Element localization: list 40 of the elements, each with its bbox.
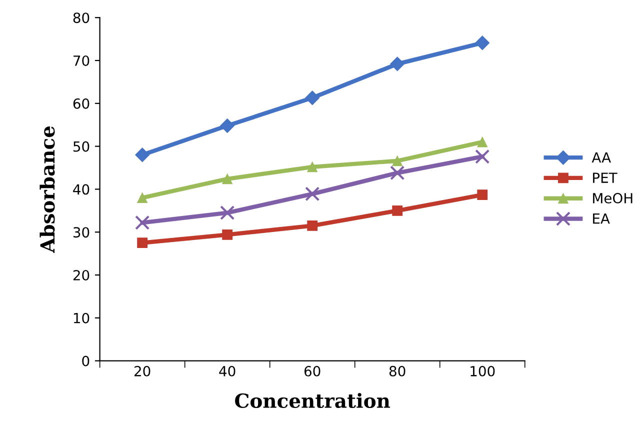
y-tick-label: 20	[73, 270, 90, 280]
point	[137, 192, 148, 203]
point	[477, 190, 488, 200]
point	[392, 156, 403, 166]
point	[477, 136, 488, 148]
point	[135, 215, 150, 230]
point	[135, 148, 150, 162]
legend-label: AA	[592, 152, 611, 162]
y-axis-title: Absorbance	[40, 126, 55, 254]
x-tick-label: 20	[134, 366, 150, 376]
x-tick-label: 60	[304, 366, 320, 376]
y-tick-label: 80	[73, 12, 90, 24]
point	[305, 90, 320, 106]
x-tick-label: 40	[219, 366, 236, 376]
y-tick-label: 60	[73, 98, 90, 109]
point	[307, 162, 318, 172]
point	[307, 220, 318, 231]
point	[220, 206, 235, 220]
y-tick-label: 50	[73, 141, 90, 152]
point	[220, 118, 235, 133]
point	[222, 174, 233, 184]
x-tick-label: 80	[389, 366, 406, 376]
point	[305, 186, 320, 202]
point	[475, 36, 490, 50]
point	[137, 238, 148, 248]
legend-label: EA	[593, 213, 610, 224]
y-tick-label: 10	[74, 312, 90, 324]
y-tick-label: 0	[82, 356, 90, 366]
legend-label: PET	[593, 172, 618, 183]
point	[475, 149, 490, 164]
x-axis-title: Concentration	[235, 392, 390, 408]
legend-label: MeOH	[593, 192, 632, 204]
point	[222, 229, 233, 240]
y-tick-label: 70	[74, 55, 90, 66]
x-tick-label: 100	[470, 366, 495, 376]
point	[392, 205, 403, 216]
point	[390, 166, 405, 180]
y-tick-label: 40	[73, 184, 90, 195]
y-tick-label: 30	[73, 227, 90, 238]
point	[390, 56, 405, 72]
